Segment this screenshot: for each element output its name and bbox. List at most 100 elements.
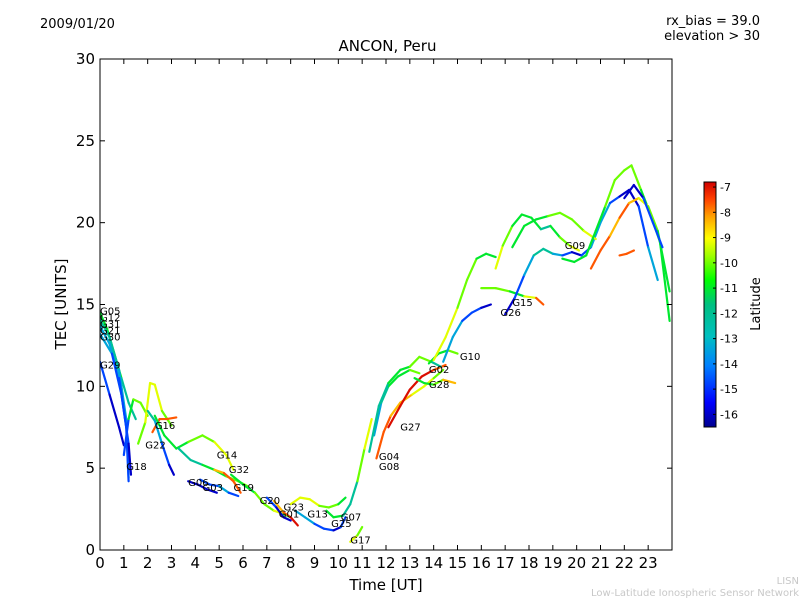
series-segment (356, 447, 366, 483)
x-axis-label: Time [UT] (348, 576, 422, 594)
series-segment (451, 319, 464, 339)
series-g19b (623, 183, 664, 249)
satellite-label: G29 (100, 360, 120, 371)
series-segment (618, 188, 631, 198)
series-g27 (387, 363, 447, 429)
x-tick-label: 2 (143, 554, 153, 572)
colorbar (703, 181, 717, 428)
series-g22 (137, 381, 173, 445)
series-segment (520, 213, 533, 219)
series-segment (208, 483, 221, 488)
series-segment (187, 480, 199, 486)
series-segment (225, 453, 235, 471)
x-tick-label: 5 (214, 554, 224, 572)
series-segment (356, 525, 364, 537)
y-tick-label: 5 (85, 459, 95, 477)
colorbar-tick-label: -8 (720, 206, 731, 219)
series-segment (232, 480, 242, 494)
series-segment (325, 509, 335, 519)
series-segment (535, 215, 550, 221)
series-segment (523, 295, 538, 300)
satellite-label: G30 (100, 333, 120, 344)
series-segment (282, 511, 292, 519)
series-segment (275, 506, 285, 519)
series-segment (408, 375, 423, 391)
series-segment (332, 514, 345, 519)
series-segment (608, 216, 621, 237)
series-segment (282, 516, 292, 522)
series-segment (387, 368, 402, 385)
series-segment (272, 499, 285, 514)
x-tick-label: 20 (567, 554, 586, 572)
series-segment (229, 473, 245, 486)
colorbar-tick-label: -15 (720, 383, 738, 396)
series-g11 (589, 197, 671, 293)
series-segment (475, 252, 488, 260)
series-g07 (325, 417, 373, 519)
series-segment (570, 218, 585, 232)
series-segment (613, 169, 626, 182)
series-segment (494, 287, 512, 293)
series-segment (573, 254, 588, 264)
series-segment (408, 368, 421, 375)
x-tick-label: 6 (238, 554, 248, 572)
x-tick-label: 8 (286, 554, 296, 572)
colorbar-tick-label: -13 (720, 333, 738, 346)
colorbar-tick-label: -12 (720, 307, 738, 320)
satellite-label: G19 (233, 483, 253, 494)
colorbar-tick-label: -7 (720, 181, 731, 194)
series-segment (177, 447, 192, 462)
x-tick-label: 23 (639, 554, 658, 572)
series-segment (504, 296, 516, 316)
series-segment (201, 463, 216, 471)
y-tick-label: 0 (85, 541, 95, 559)
x-tick-label: 3 (167, 554, 177, 572)
x-tick-label: 16 (472, 554, 491, 572)
series-segment (222, 471, 235, 483)
series-segment (594, 205, 607, 232)
elevation-label: elevation > 30 (664, 29, 760, 44)
series-segment (108, 336, 121, 372)
series-segment (551, 252, 564, 257)
series-g03 (199, 478, 240, 498)
series-segment (432, 378, 445, 386)
series-segment (100, 332, 114, 355)
series-segment (332, 525, 342, 532)
series-segment (432, 336, 447, 362)
series-segment (144, 381, 152, 424)
series-segment (608, 195, 621, 205)
y-axis-ticks: 0 5 10 15 20 25 30 (76, 50, 672, 559)
series-segment (494, 244, 504, 270)
x-tick-label: 13 (400, 554, 419, 572)
series-segment (530, 216, 543, 231)
x-tick-label: 21 (591, 554, 610, 572)
series-segment (627, 188, 640, 208)
series-segment (322, 527, 335, 532)
series-segment (368, 404, 380, 453)
satellite-label: G25 (331, 519, 351, 530)
series-g19 (213, 468, 242, 494)
satellite-label: G03 (202, 483, 222, 494)
series-segment (568, 244, 581, 252)
x-tick-label: 11 (353, 554, 372, 572)
series-g06 (187, 480, 218, 494)
series-g02 (368, 355, 442, 453)
series-segment (647, 205, 659, 232)
series-segment (206, 488, 218, 494)
series-segment (618, 201, 631, 219)
series-g29 (100, 360, 125, 447)
y-tick-label: 30 (76, 50, 95, 68)
series-g01 (265, 496, 292, 522)
series-segment (389, 401, 402, 417)
series-segment (327, 503, 340, 509)
series-segment (175, 440, 190, 450)
series-segment (585, 229, 597, 257)
series-segment (289, 496, 302, 506)
series-segment (213, 468, 226, 475)
satellite-label: G26 (500, 308, 520, 319)
satellite-label: G27 (400, 423, 420, 434)
y-tick-label: 20 (76, 214, 95, 232)
satellite-label: G22 (145, 441, 165, 452)
series-segment (299, 496, 311, 501)
